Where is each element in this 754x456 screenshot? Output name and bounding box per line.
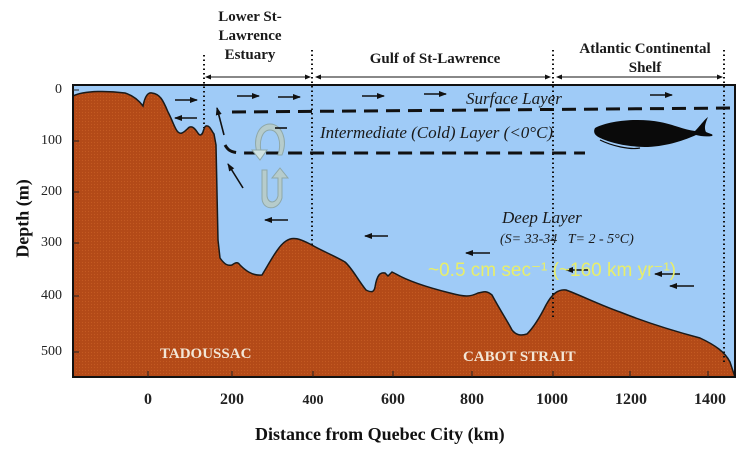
x-tick-label: 800 (460, 391, 484, 408)
x-tick-label: 1400 (694, 391, 726, 408)
region-label-gulf: Gulf of St-Lawrence (330, 50, 540, 69)
x-tick-label: 0 (144, 391, 152, 408)
y-tick-label: 300 (41, 235, 62, 250)
whale-icon (594, 117, 713, 150)
x-tick-label: 200 (220, 391, 244, 408)
y-tick-label: 100 (41, 133, 62, 148)
flow-arrows (174, 91, 694, 289)
region-label-line: Lawrence (218, 28, 282, 44)
place-label-cabot-strait: CABOT STRAIT (463, 349, 576, 365)
y-tick-label: 0 (55, 82, 62, 97)
flow-speed-label: ~0.5 cm sec⁻¹ (~160 km yr⁻¹) (428, 260, 677, 281)
region-separators (203, 50, 725, 362)
x-axis-title: Distance from Quebec City (km) (255, 424, 505, 444)
mixing-arrows-icon (250, 123, 290, 209)
region-label-line: Gulf of St-Lawrence (369, 51, 501, 67)
x-tick-label: 400 (302, 393, 324, 408)
region-label-shelf: Atlantic Continental Shelf (555, 40, 735, 78)
y-axis-title: Depth (m) (12, 179, 33, 258)
x-tick-label: 600 (381, 391, 405, 408)
surface-layer-label: Surface Layer (466, 89, 562, 108)
x-tick-label: 1000 (536, 391, 568, 408)
y-tick-label: 200 (41, 184, 62, 199)
deep-layer-properties: (S= 33-34 T= 2 - 5°C) (500, 232, 634, 247)
layer-boundaries (223, 106, 736, 155)
deep-layer-label: Deep Layer (502, 208, 582, 227)
seabed-profile (72, 90, 737, 378)
y-tick-label: 400 (41, 288, 62, 303)
place-label-tadoussac: TADOUSSAC (160, 346, 252, 362)
y-tick-label: 500 (41, 344, 62, 359)
x-tick-label: 1200 (615, 391, 647, 408)
region-label-line: Atlantic Continental (579, 41, 711, 57)
x-tick-marks (147, 371, 709, 377)
region-label-line: Shelf (628, 60, 662, 76)
region-label-lower-estuary: Lower St- Lawrence Estuary (200, 8, 300, 65)
region-label-line: Estuary (224, 47, 276, 63)
region-label-line: Lower St- (218, 9, 282, 25)
intermediate-layer-label: Intermediate (Cold) Layer (<0°C) (320, 123, 554, 142)
plot-frame (72, 84, 736, 378)
y-tick-marks (73, 89, 79, 353)
